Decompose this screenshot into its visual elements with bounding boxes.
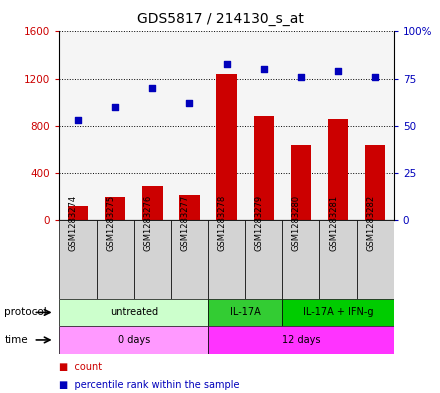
Text: time: time	[4, 335, 28, 345]
Text: GSM1283279: GSM1283279	[255, 195, 264, 251]
Text: GSM1283274: GSM1283274	[69, 195, 78, 251]
Bar	[59, 220, 96, 299]
Bar	[291, 145, 311, 220]
Bar	[171, 220, 208, 299]
Bar	[216, 74, 237, 220]
Text: GSM1283277: GSM1283277	[180, 195, 190, 252]
Point	[149, 85, 156, 91]
Bar	[59, 326, 208, 354]
Bar	[59, 299, 208, 326]
Text: IL-17A: IL-17A	[230, 307, 260, 318]
Text: GSM1283282: GSM1283282	[366, 195, 375, 251]
Bar	[208, 220, 245, 299]
Point	[112, 104, 119, 110]
Bar	[328, 119, 348, 220]
Text: GSM1283276: GSM1283276	[143, 195, 152, 252]
Text: GSM1283278: GSM1283278	[218, 195, 227, 252]
Bar	[208, 299, 282, 326]
Bar	[357, 220, 394, 299]
Bar	[282, 299, 394, 326]
Bar	[253, 116, 274, 220]
Bar	[134, 220, 171, 299]
Text: GSM1283275: GSM1283275	[106, 195, 115, 251]
Point	[186, 100, 193, 106]
Bar	[142, 186, 162, 220]
Bar	[208, 326, 394, 354]
Text: 12 days: 12 days	[282, 335, 320, 345]
Text: untreated: untreated	[110, 307, 158, 318]
Point	[372, 73, 379, 80]
Point	[297, 73, 304, 80]
Text: ■  percentile rank within the sample: ■ percentile rank within the sample	[59, 380, 240, 390]
Bar	[105, 197, 125, 220]
Text: ■  count: ■ count	[59, 362, 103, 373]
Text: 0 days: 0 days	[117, 335, 150, 345]
Text: GSM1283280: GSM1283280	[292, 195, 301, 251]
Text: IL-17A + IFN-g: IL-17A + IFN-g	[303, 307, 373, 318]
Bar	[96, 220, 134, 299]
Point	[260, 66, 267, 72]
Bar	[319, 220, 357, 299]
Bar	[179, 195, 200, 220]
Point	[223, 61, 230, 67]
Point	[74, 117, 81, 123]
Bar	[365, 145, 385, 220]
Bar	[245, 220, 282, 299]
Text: protocol: protocol	[4, 307, 47, 318]
Bar	[68, 206, 88, 220]
Bar	[282, 220, 319, 299]
Text: GDS5817 / 214130_s_at: GDS5817 / 214130_s_at	[136, 12, 304, 26]
Point	[334, 68, 341, 74]
Text: GSM1283281: GSM1283281	[329, 195, 338, 251]
